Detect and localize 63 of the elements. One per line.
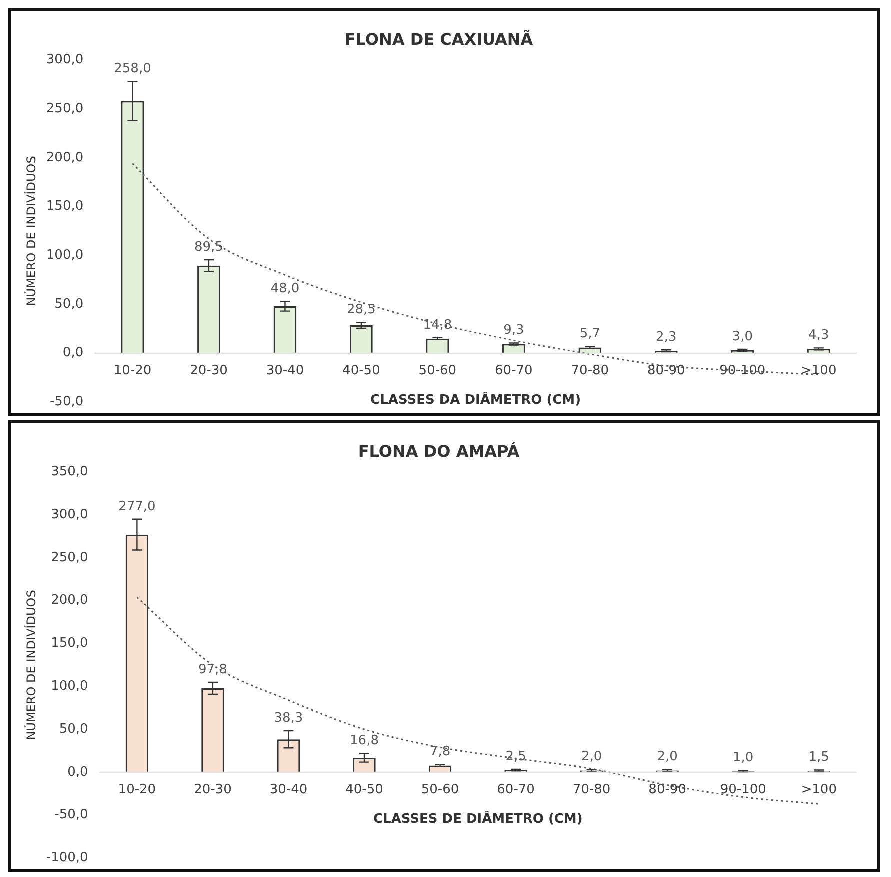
x-tick-label: 80-90 — [648, 782, 686, 798]
y-tick-label: 250,0 — [46, 101, 84, 116]
x-axis-title: CLASSES DE DIÂMETRO (CM) — [373, 810, 583, 828]
data-label: 277,0 — [118, 499, 156, 514]
y-tick-label: 50,0 — [59, 722, 88, 737]
data-label: 3,0 — [732, 329, 753, 344]
x-tick-label: >100 — [801, 782, 837, 798]
y-tick-label: 200,0 — [46, 150, 84, 166]
x-tick-label: 10-20 — [114, 364, 152, 379]
y-axis-title: NÚMERO DE INDIVÍDUOS — [23, 590, 38, 740]
x-tick-label: 40-50 — [342, 364, 380, 379]
y-tick-label: -50,0 — [50, 394, 84, 410]
chart-title: FLONA DO AMAPÁ — [358, 442, 520, 461]
data-label: 1,5 — [808, 750, 830, 766]
data-label: 48,0 — [270, 281, 300, 296]
x-tick-label: 70-80 — [572, 782, 611, 798]
y-tick-label: 150,0 — [46, 199, 84, 214]
x-tick-label: 20-30 — [190, 364, 228, 379]
data-label: 1,0 — [733, 750, 754, 766]
y-tick-label: 150,0 — [51, 636, 88, 652]
y-tick-label: 0,0 — [62, 346, 84, 361]
y-tick-label: -100,0 — [46, 850, 88, 866]
y-tick-label: 100,0 — [51, 679, 88, 694]
y-tick-label: 250,0 — [51, 550, 88, 566]
x-tick-label: 90-100 — [720, 364, 766, 379]
x-tick-label: 40-50 — [346, 782, 384, 798]
x-tick-label: >100 — [801, 364, 837, 379]
x-axis-title: CLASSES DA DIÂMETRO (CM) — [370, 391, 582, 408]
data-label: 2,0 — [581, 750, 602, 765]
x-tick-label: 70-80 — [571, 364, 610, 379]
y-tick-label: 100,0 — [46, 248, 84, 264]
chart-title: FLONA DE CAXIUANÃ — [344, 30, 534, 49]
y-tick-label: 50,0 — [54, 296, 84, 312]
x-tick-label: 80-90 — [648, 364, 686, 379]
x-tick-label: 10-20 — [118, 782, 156, 798]
data-label: 2,0 — [657, 750, 678, 765]
x-tick-label: 90-100 — [720, 782, 766, 798]
x-tick-label: 60-70 — [495, 364, 533, 379]
y-tick-label: 200,0 — [51, 593, 88, 608]
y-tick-label: 350,0 — [51, 464, 88, 480]
data-label: 2,3 — [656, 330, 677, 345]
data-label: 258,0 — [114, 62, 152, 77]
x-tick-label: 30-40 — [266, 364, 304, 379]
data-label: 38,3 — [274, 710, 304, 726]
x-tick-label: 20-30 — [194, 782, 232, 798]
y-tick-label: 300,0 — [51, 507, 88, 522]
y-tick-label: -50,0 — [54, 808, 88, 823]
data-label: 28,5 — [346, 302, 376, 318]
x-tick-label: 60-70 — [497, 782, 535, 798]
data-label: 4,3 — [808, 328, 830, 344]
data-label: 14,8 — [423, 318, 452, 333]
data-label: 2,5 — [506, 749, 526, 764]
x-tick-label: 30-40 — [270, 782, 308, 798]
y-axis-title: NÚMERO DE INDIVÍDUOS — [23, 156, 38, 306]
x-tick-label: 50-60 — [421, 782, 460, 798]
x-tick-label: 50-60 — [418, 364, 457, 379]
y-tick-label: 300,0 — [46, 52, 84, 68]
data-label: 89,5 — [194, 240, 224, 255]
data-label: 5,7 — [580, 326, 601, 342]
data-label: 16,8 — [350, 734, 379, 749]
data-label: 7,8 — [430, 744, 451, 760]
data-label: 9,3 — [504, 323, 524, 338]
y-tick-label: 0,0 — [68, 764, 88, 780]
